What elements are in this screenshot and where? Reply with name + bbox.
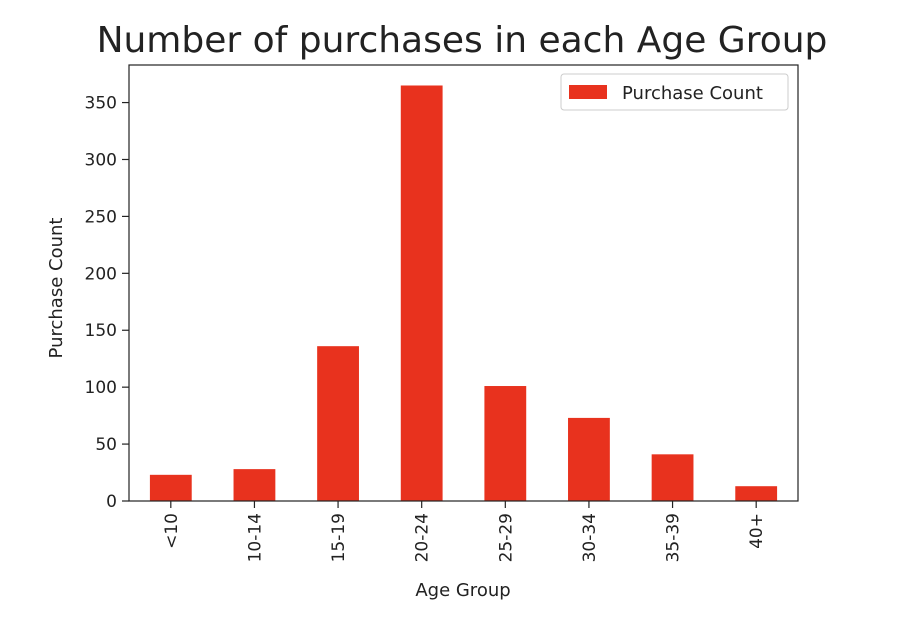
y-tick-label: 150: [85, 321, 117, 341]
bar-10-14: [233, 469, 276, 501]
x-tick-label: 15-19: [329, 513, 349, 562]
legend-swatch: [569, 85, 607, 99]
x-tick-label: 40+: [747, 513, 767, 549]
legend: Purchase Count: [560, 73, 789, 111]
bar-15-19: [317, 346, 359, 501]
x-tick-label: 35-39: [664, 513, 684, 562]
bar-30-34: [568, 417, 610, 501]
x-axis-label: Age Group: [415, 580, 510, 601]
bar-25-29: [484, 386, 527, 501]
bar-40+: [735, 486, 778, 501]
x-tick-label: 20-24: [413, 513, 433, 562]
bar-35-39: [651, 454, 694, 501]
bars-group: [149, 85, 778, 502]
y-axis-label: Purchase Count: [46, 218, 67, 359]
bar-<10: [149, 474, 192, 501]
y-tick-label: 50: [95, 435, 117, 455]
bar-20-24: [400, 85, 443, 502]
x-axis: <10 10-14 15-19 20-24 25-29 30-34 35-39 40+: [162, 501, 767, 562]
legend-frame: [560, 73, 789, 111]
x-tick-label: 30-34: [580, 513, 600, 562]
y-tick-label: 0: [106, 492, 117, 512]
plot-frame: [128, 64, 799, 502]
y-axis: 0 50 100 150 200 250 300 350: [85, 94, 129, 512]
x-tick-label: 10-14: [245, 513, 265, 562]
y-tick-label: 250: [85, 207, 117, 227]
y-tick-label: 100: [85, 378, 117, 398]
y-tick-label: 300: [85, 150, 117, 170]
chart-title: Number of purchases in each Age Group: [97, 20, 828, 61]
x-tick-label: 25-29: [496, 513, 516, 562]
legend-label: Purchase Count: [622, 83, 763, 104]
y-tick-label: 200: [85, 264, 117, 284]
x-tick-label: <10: [162, 513, 182, 549]
y-tick-label: 350: [85, 94, 117, 114]
